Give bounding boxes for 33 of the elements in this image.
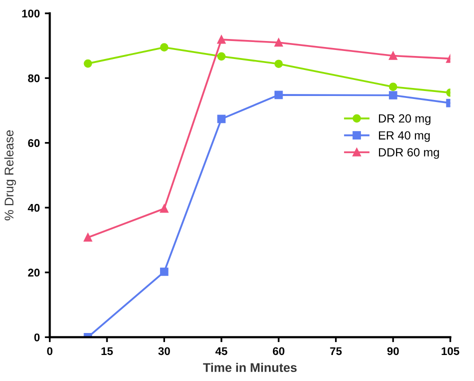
y-tick-label: 20 (28, 268, 40, 277)
point (274, 38, 283, 47)
point (274, 60, 283, 68)
legend-label: ER 40 mg (378, 131, 430, 142)
x-tick-label: 30 (158, 347, 170, 356)
point (160, 204, 168, 213)
y-tick-label: 80 (28, 74, 40, 82)
x-axis-title: Time in Minutes (203, 362, 297, 372)
y-tick-label: 40 (28, 204, 40, 212)
x-tick-label: 105 (442, 347, 460, 356)
x-tick-label: 45 (215, 347, 228, 356)
point (84, 233, 92, 242)
point (217, 52, 226, 61)
legend-label: DR 20 mg (378, 114, 430, 125)
x-tick-label: 90 (387, 347, 399, 356)
point (388, 52, 398, 60)
point (84, 59, 92, 68)
point (274, 90, 283, 100)
y-axis-title: % Drug Release (4, 130, 16, 220)
point (160, 43, 168, 52)
x-tick-label: 60 (272, 347, 284, 356)
x-tick-label: 15 (102, 347, 113, 356)
point (388, 82, 398, 92)
point (217, 35, 226, 44)
x-tick-label: 75 (330, 347, 342, 356)
y-tick-label: 100 (22, 10, 40, 18)
y-tick-label: 0 (34, 333, 40, 342)
point (217, 114, 226, 124)
x-tick-label: 0 (47, 347, 52, 356)
legend-label: DDR 60 mg (378, 148, 439, 159)
y-tick-label: 60 (28, 139, 40, 148)
point (388, 91, 398, 100)
point (160, 268, 168, 276)
